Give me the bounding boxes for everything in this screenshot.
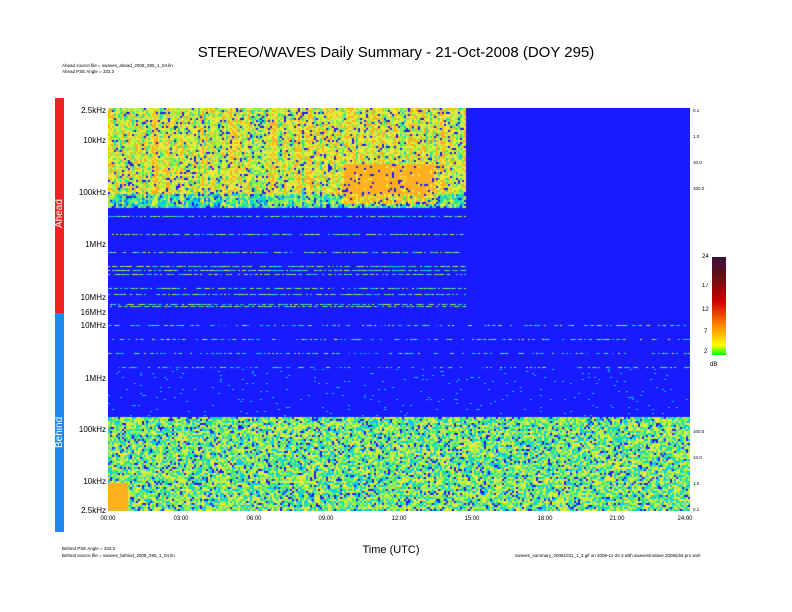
behind-ytick-label: 10kHz [83,477,106,486]
ahead-ytick-label: 1MHz [85,240,106,249]
xtick-label: 09:00 [318,516,334,522]
colorbar-unit: dB [710,362,718,368]
behind-side-bar [55,313,64,532]
ahead-right-tick: 10.0 [693,160,702,165]
colorbar [712,257,726,355]
xtick-label: 18:00 [537,516,553,522]
ahead-ytick-label: 16MHz [80,308,106,317]
behind-pse-line: Behind PSE Angle = 333.3 [62,546,116,551]
ahead-ytick-label: 2.5kHz [81,106,106,115]
ahead-source-line: Ahead source file = swaves_ahead_2008_29… [62,63,173,68]
ahead-side-bar [55,98,64,313]
behind-ytick-label: 1MHz [85,374,106,383]
spectrogram-plot [108,108,690,511]
behind-right-tick: 10.0 [693,455,702,460]
ahead-ytick-label: 100kHz [78,188,106,197]
behind-right-tick: 1.0 [693,481,700,486]
ahead-ytick-label: 10MHz [80,293,106,302]
xtick-label: 15:00 [464,516,480,522]
ahead-right-tick: 0.1 [693,108,700,113]
x-axis-title: Time (UTC) [362,544,420,556]
ahead-right-tick: 100.0 [693,186,705,191]
ahead-pse-line: Ahead PSE Angle = 333.3 [62,69,115,74]
ahead-panel-label: Ahead [54,199,65,228]
xtick-label: 06:00 [246,516,262,522]
behind-ytick-label: 100kHz [78,425,106,434]
colorbar-tick: 12 [702,307,709,313]
xtick-label: 21:00 [609,516,625,522]
xtick-label: 03:00 [173,516,189,522]
colorbar-tick: 17 [702,283,709,289]
colorbar-tick: 24 [702,254,709,260]
xtick-label: 24:00 [677,516,693,522]
behind-ytick-label: 10MHz [80,321,106,330]
ahead-right-tick: 1.0 [693,134,700,139]
colorbar-tick: 7 [704,329,708,335]
footer-generation-note: swaves_summary_20081021_1_3.gif on 2008-… [515,553,701,558]
xtick-label: 00:00 [100,516,116,522]
behind-right-tick: 100.0 [693,429,705,434]
behind-ytick-label: 2.5kHz [81,506,106,515]
colorbar-tick: 2 [704,349,708,355]
xtick-label: 12:00 [391,516,407,522]
page-title: STEREO/WAVES Daily Summary - 21-Oct-2008… [197,44,595,61]
ahead-ytick-label: 10kHz [83,136,106,145]
behind-right-tick: 0.1 [693,507,700,512]
behind-source-line: Behind source file = swaves_behind_2008_… [62,553,175,558]
